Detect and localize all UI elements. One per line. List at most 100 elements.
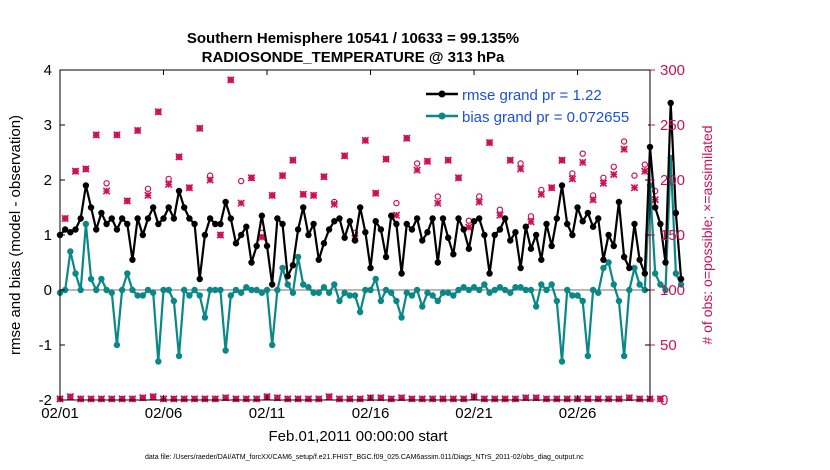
obs-assimilated-point: [211, 395, 220, 403]
rmse-point: [129, 256, 136, 263]
rmse-point: [501, 215, 509, 222]
rmse-point: [77, 215, 84, 222]
obs-possible-point: [631, 172, 638, 179]
rmse-point: [522, 223, 529, 230]
obs-assimilated-point: [242, 395, 251, 403]
bias-point: [657, 281, 664, 288]
bias-point: [103, 286, 110, 294]
obs-assimilated-point: [578, 158, 587, 167]
obs-assimilated-point: [315, 395, 323, 403]
obs-assimilated-point: [506, 156, 515, 164]
legend: rmse grand pr = 1.22 bias grand pr = 0.0…: [424, 82, 648, 132]
bias-point: [408, 292, 416, 299]
bias-point: [118, 286, 126, 294]
rmse-point: [579, 218, 586, 225]
y-tick-label: -2: [39, 392, 52, 409]
obs-assimilated-point: [113, 131, 121, 139]
y2-tick-label: 50: [660, 337, 677, 354]
bias-point: [450, 292, 457, 299]
bias-point: [377, 297, 385, 305]
x-tick-label: 02/21: [455, 405, 493, 422]
obs-assimilated-point: [82, 165, 90, 173]
rmse-point: [527, 245, 535, 252]
bias-point: [610, 281, 617, 288]
rmse-point: [677, 275, 685, 283]
rmse-point: [212, 220, 219, 228]
bias-point: [93, 286, 100, 294]
bias-point: [496, 284, 504, 291]
rmse-point: [181, 204, 188, 211]
rmse-point: [584, 209, 592, 217]
obs-assimilated-point: [641, 167, 649, 175]
obs-assimilated-point: [175, 153, 183, 161]
rmse-point: [336, 215, 343, 222]
legend-rmse-marker: [438, 90, 446, 98]
bias-point: [124, 270, 131, 277]
bias-point: [320, 284, 328, 291]
obs-possible-point: [434, 193, 442, 200]
obs-assimilated-point: [278, 171, 287, 180]
obs-assimilated-point: [180, 395, 188, 403]
bias-point: [237, 289, 245, 296]
bias-point: [620, 352, 628, 360]
bias-point: [367, 286, 374, 294]
rmse-point: [496, 226, 504, 233]
rmse-point: [331, 218, 338, 225]
obs-assimilated-point: [599, 179, 608, 188]
bias-point: [419, 303, 426, 310]
obs-assimilated-point: [195, 124, 204, 133]
bias-point: [491, 286, 498, 294]
y2-tick-label: 250: [660, 117, 685, 134]
obs-assimilated-point: [232, 395, 240, 403]
obs-assimilated-point: [594, 395, 603, 403]
bias-point: [253, 286, 260, 294]
obs-possible-point: [413, 160, 421, 167]
obs-assimilated-point: [408, 395, 416, 403]
bias-point: [548, 281, 555, 288]
rmse-point: [67, 229, 74, 236]
obs-assimilated-point: [102, 187, 111, 195]
rmse-point: [517, 264, 524, 272]
rmse-point: [610, 242, 617, 250]
bias-point: [336, 297, 343, 305]
rmse-point: [563, 220, 571, 228]
obs-assimilated-point: [454, 174, 463, 182]
bias-point: [222, 347, 229, 354]
bias-point: [507, 289, 514, 296]
y2-tick-label: 150: [660, 227, 685, 244]
obs-assimilated-point: [547, 183, 556, 192]
obs-possible-point: [579, 150, 586, 157]
rmse-point: [543, 220, 550, 228]
legend-bias-marker: [438, 112, 446, 120]
rmse-series: [56, 99, 685, 288]
obs-assimilated-point: [206, 176, 214, 184]
bias-point: [626, 286, 633, 294]
rmse-point: [87, 204, 95, 211]
obs-assimilated-point: [304, 395, 313, 403]
rmse-point: [372, 218, 379, 225]
bias-point: [108, 289, 115, 296]
rmse-point: [620, 253, 628, 261]
obs-assimilated-point: [490, 395, 499, 403]
obs-assimilated-point: [185, 183, 194, 192]
rmse-point: [144, 215, 152, 222]
obs-assimilated-point: [656, 395, 665, 403]
rmse-point: [284, 273, 291, 280]
obs-assimilated-point: [123, 197, 132, 205]
obs-assimilated-point: [475, 198, 483, 206]
bias-point: [155, 358, 162, 365]
obs-assimilated-point: [190, 395, 199, 403]
bias-point: [605, 259, 612, 266]
bias-point: [579, 297, 586, 305]
bias-point: [522, 286, 529, 294]
rmse-point: [305, 231, 312, 239]
rmse-point: [82, 182, 90, 189]
bias-point: [558, 358, 566, 365]
obs-assimilated-point: [294, 395, 302, 403]
rmse-point: [93, 226, 100, 233]
obs-assimilated-point: [558, 156, 566, 164]
obs-assimilated-point: [118, 395, 126, 403]
rmse-point: [662, 259, 669, 266]
obs-assimilated-point: [615, 395, 623, 403]
obs-assimilated-point: [604, 395, 613, 403]
